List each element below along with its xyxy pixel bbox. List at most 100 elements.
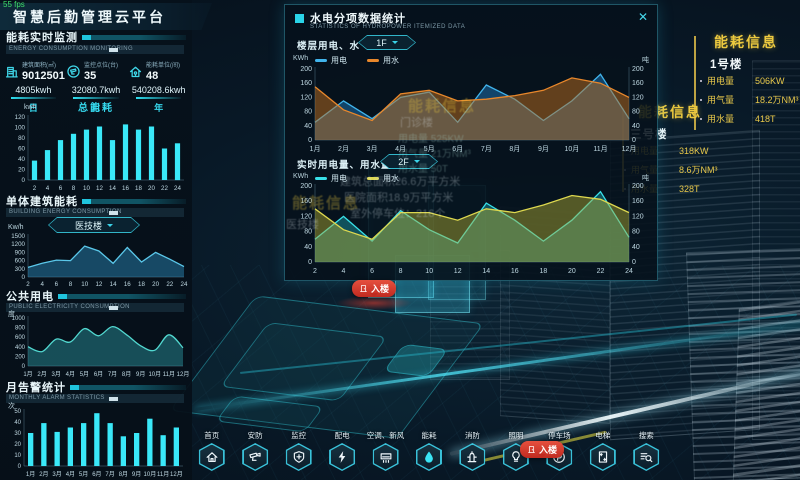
page-title: 智慧后勤管理云平台 — [13, 8, 166, 25]
svg-text:1200: 1200 — [11, 241, 25, 248]
enter-building-marker[interactable]: 入楼 — [520, 441, 565, 458]
svg-text:11月: 11月 — [157, 471, 169, 478]
svg-text:1000: 1000 — [12, 316, 26, 322]
section-subtitle-en: MONTHLY ALARM STATISTICS — [6, 394, 184, 403]
svg-text:9月: 9月 — [132, 471, 141, 478]
svg-text:20: 20 — [568, 268, 576, 275]
hex-button[interactable] — [589, 443, 616, 471]
stat-label: 监控点位(台) — [84, 63, 118, 69]
svg-text:16: 16 — [511, 268, 519, 275]
info-label: 用电量 — [707, 76, 735, 86]
svg-text:9月: 9月 — [538, 145, 549, 153]
legend: 用电 用水 — [315, 173, 399, 184]
svg-text:10: 10 — [81, 281, 88, 288]
total-value: 540208.6kwh — [131, 85, 186, 95]
marker-label: 入楼 — [371, 284, 390, 294]
svg-text:12: 12 — [95, 281, 102, 288]
svg-text:1月: 1月 — [26, 471, 35, 478]
svg-text:20: 20 — [14, 442, 21, 448]
energy-info-panel-1号楼: 能耗信息 1号楼 用电量 506KW 用气量 18.2万NM³ 用水量 418T — [694, 28, 800, 142]
hex-button[interactable] — [329, 443, 356, 471]
ac-icon — [379, 450, 393, 464]
nav-item-fire[interactable]: 消防 — [451, 430, 494, 480]
hex-button[interactable] — [459, 443, 486, 471]
nav-item-elevator[interactable]: 电梯 — [581, 430, 624, 480]
lightning-icon — [335, 450, 349, 464]
svg-text:2月: 2月 — [338, 145, 349, 153]
chevron-down-icon — [107, 224, 113, 230]
svg-text:80: 80 — [632, 229, 640, 236]
block2-label: 实时用电量、用水量 — [297, 160, 392, 171]
svg-text:80: 80 — [304, 229, 312, 236]
close-icon[interactable]: ✕ — [637, 10, 648, 24]
nav-item-monitoring[interactable]: 监控 — [277, 430, 320, 480]
home-icon — [205, 450, 219, 464]
svg-text:4月: 4月 — [395, 145, 406, 153]
building-select-dropdown[interactable]: 医技楼 — [48, 217, 140, 233]
svg-text:40: 40 — [304, 244, 312, 251]
legend-label: 用电 — [331, 174, 347, 183]
section-subtitle-en: PUBLIC ELECTRICITY CONSUMPTION — [6, 303, 184, 312]
svg-text:0: 0 — [308, 137, 312, 144]
realtime-power-water-chart: 0 0 40 40 80 80 120 120 160 160 200 200 2 4 6 8 10 12 14 16… — [289, 181, 655, 280]
svg-text:5月: 5月 — [80, 371, 89, 378]
hex-button[interactable] — [242, 443, 269, 471]
floor-select-dropdown-1[interactable]: 1F — [358, 35, 416, 50]
svg-text:2月: 2月 — [39, 471, 48, 478]
svg-text:8月: 8月 — [509, 145, 520, 153]
total-period-label: 日 — [28, 103, 38, 113]
floor-select-dropdown-2[interactable]: 2F — [380, 154, 438, 169]
svg-text:3月: 3月 — [367, 145, 378, 153]
public-electricity-chart: 0 200 400 600 800 1000 1月 2月 3月 4月 5月 6月 7月 8月 9月 10月 11… — [2, 314, 190, 383]
svg-text:12月: 12月 — [622, 145, 637, 153]
popup-title: 水电分项数据统计 — [310, 13, 406, 25]
nav-item-search[interactable]: 搜索 — [625, 430, 668, 480]
svg-text:0: 0 — [308, 259, 312, 266]
hex-button[interactable] — [633, 443, 660, 471]
nav-label: 电梯 — [595, 431, 611, 440]
svg-text:22: 22 — [597, 268, 605, 275]
svg-text:12月: 12月 — [177, 371, 190, 378]
svg-text:0: 0 — [632, 137, 636, 144]
hex-button[interactable] — [372, 443, 399, 471]
svg-text:5月: 5月 — [79, 471, 88, 478]
house-icon — [128, 64, 143, 79]
section-title: 能耗实时监测 — [6, 32, 78, 44]
hex-button[interactable] — [198, 443, 225, 471]
svg-text:4月: 4月 — [66, 371, 75, 378]
svg-text:20: 20 — [18, 167, 25, 174]
nav-item-hvac[interactable]: 空调、新风 — [364, 430, 407, 480]
nav-item-security[interactable]: 安防 — [233, 430, 276, 480]
nav-item-home[interactable]: 首页 — [190, 430, 233, 480]
legend-item: 用电 — [315, 55, 347, 66]
svg-text:24: 24 — [174, 185, 181, 192]
monthly-alarm-chart: 0 10 20 30 40 50 1月 2月 3月 4月 5月 6月 7月 8月 9月 10月 11月 12月 — [2, 406, 190, 480]
hex-button[interactable] — [415, 443, 442, 471]
svg-text:160: 160 — [300, 198, 312, 205]
svg-text:16: 16 — [122, 185, 129, 192]
legend: 用电 用水 — [315, 55, 399, 66]
enter-building-marker[interactable]: 入楼 — [352, 280, 397, 297]
stat-value: 9012501 — [22, 70, 65, 82]
legend-label: 用水 — [383, 174, 399, 183]
nav-label: 安防 — [247, 431, 263, 440]
svg-text:6: 6 — [370, 268, 374, 275]
info-value: 506KW — [755, 75, 785, 86]
svg-text:120: 120 — [300, 94, 312, 101]
svg-text:1500: 1500 — [11, 233, 25, 240]
panel-title: 能耗信息 — [714, 34, 778, 50]
nav-item-power[interactable]: 配电 — [320, 430, 363, 480]
info-row: 用水量 418T — [700, 112, 799, 125]
legend-item: 用水 — [367, 173, 399, 184]
svg-text:0: 0 — [22, 177, 26, 184]
nav-item-energy[interactable]: 能耗 — [407, 430, 450, 480]
y-unit-label-right: 吨 — [642, 57, 649, 64]
svg-text:160: 160 — [300, 80, 312, 87]
svg-text:0: 0 — [22, 274, 26, 281]
hex-button[interactable] — [285, 443, 312, 471]
left-sidebar: 能耗实时监测 ENERGY CONSUMPTION MONITORING 建筑面… — [0, 0, 192, 480]
svg-text:10: 10 — [425, 268, 433, 275]
svg-text:12: 12 — [454, 268, 462, 275]
stat-label: 建筑面积(㎡) — [22, 63, 56, 69]
